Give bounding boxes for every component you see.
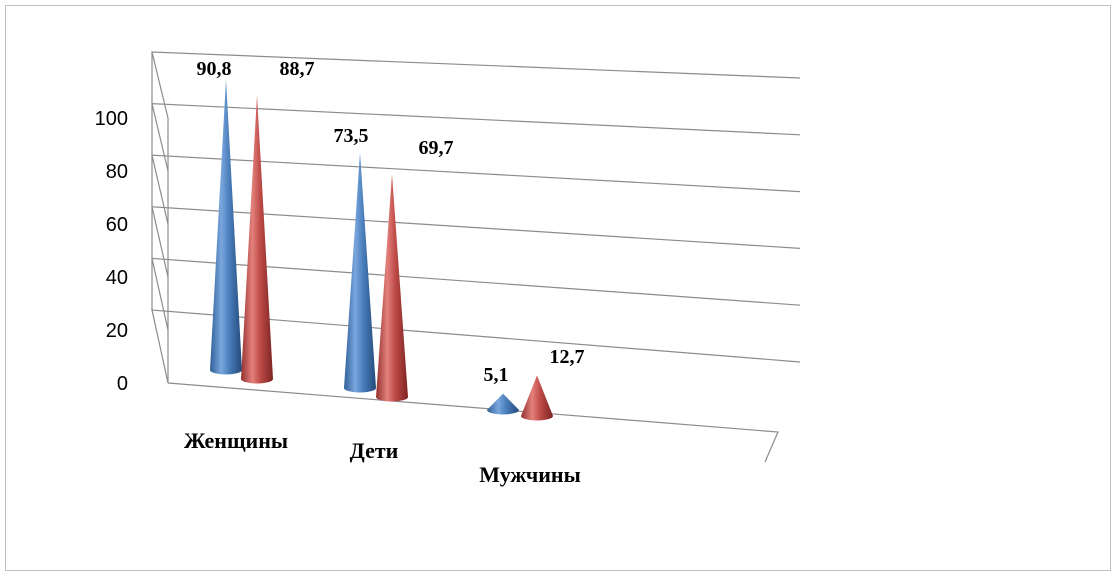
data-label: 69,7 — [419, 137, 454, 159]
y-tick-label: 60 — [106, 214, 128, 236]
data-label: 12,7 — [550, 346, 585, 368]
category-labels: Женщины Дети Мужчины — [184, 428, 581, 487]
floor-edge — [167, 382, 779, 463]
cone-mark — [241, 95, 273, 384]
y-axis-ticks: 0 20 40 60 80 100 — [95, 108, 128, 395]
category-label: Дети — [350, 438, 399, 463]
category-label: Женщины — [184, 428, 288, 453]
gridline — [151, 257, 801, 331]
y-tick-label: 0 — [117, 373, 128, 395]
data-label: 5,1 — [484, 364, 509, 386]
gridline — [151, 206, 801, 278]
cone-mark — [210, 79, 242, 375]
cone-mark — [344, 152, 376, 393]
chart-walls — [151, 51, 801, 463]
data-label: 90,8 — [197, 58, 232, 80]
gridline — [151, 51, 801, 119]
cone-mark — [487, 393, 519, 415]
gridline — [151, 154, 801, 225]
gridline — [151, 102, 801, 172]
data-label: 73,5 — [334, 125, 369, 147]
y-tick-label: 20 — [106, 320, 128, 342]
gridline — [151, 309, 801, 384]
y-tick-label: 100 — [95, 108, 128, 130]
y-tick-label: 80 — [106, 161, 128, 183]
category-label: Мужчины — [479, 462, 581, 487]
data-cones — [210, 79, 553, 421]
cone-mark — [521, 375, 553, 421]
y-tick-label: 40 — [106, 267, 128, 289]
cone-mark — [376, 173, 408, 402]
data-labels: 90,8 88,7 73,5 69,7 5,1 12,7 — [197, 58, 585, 386]
data-label: 88,7 — [280, 58, 315, 80]
